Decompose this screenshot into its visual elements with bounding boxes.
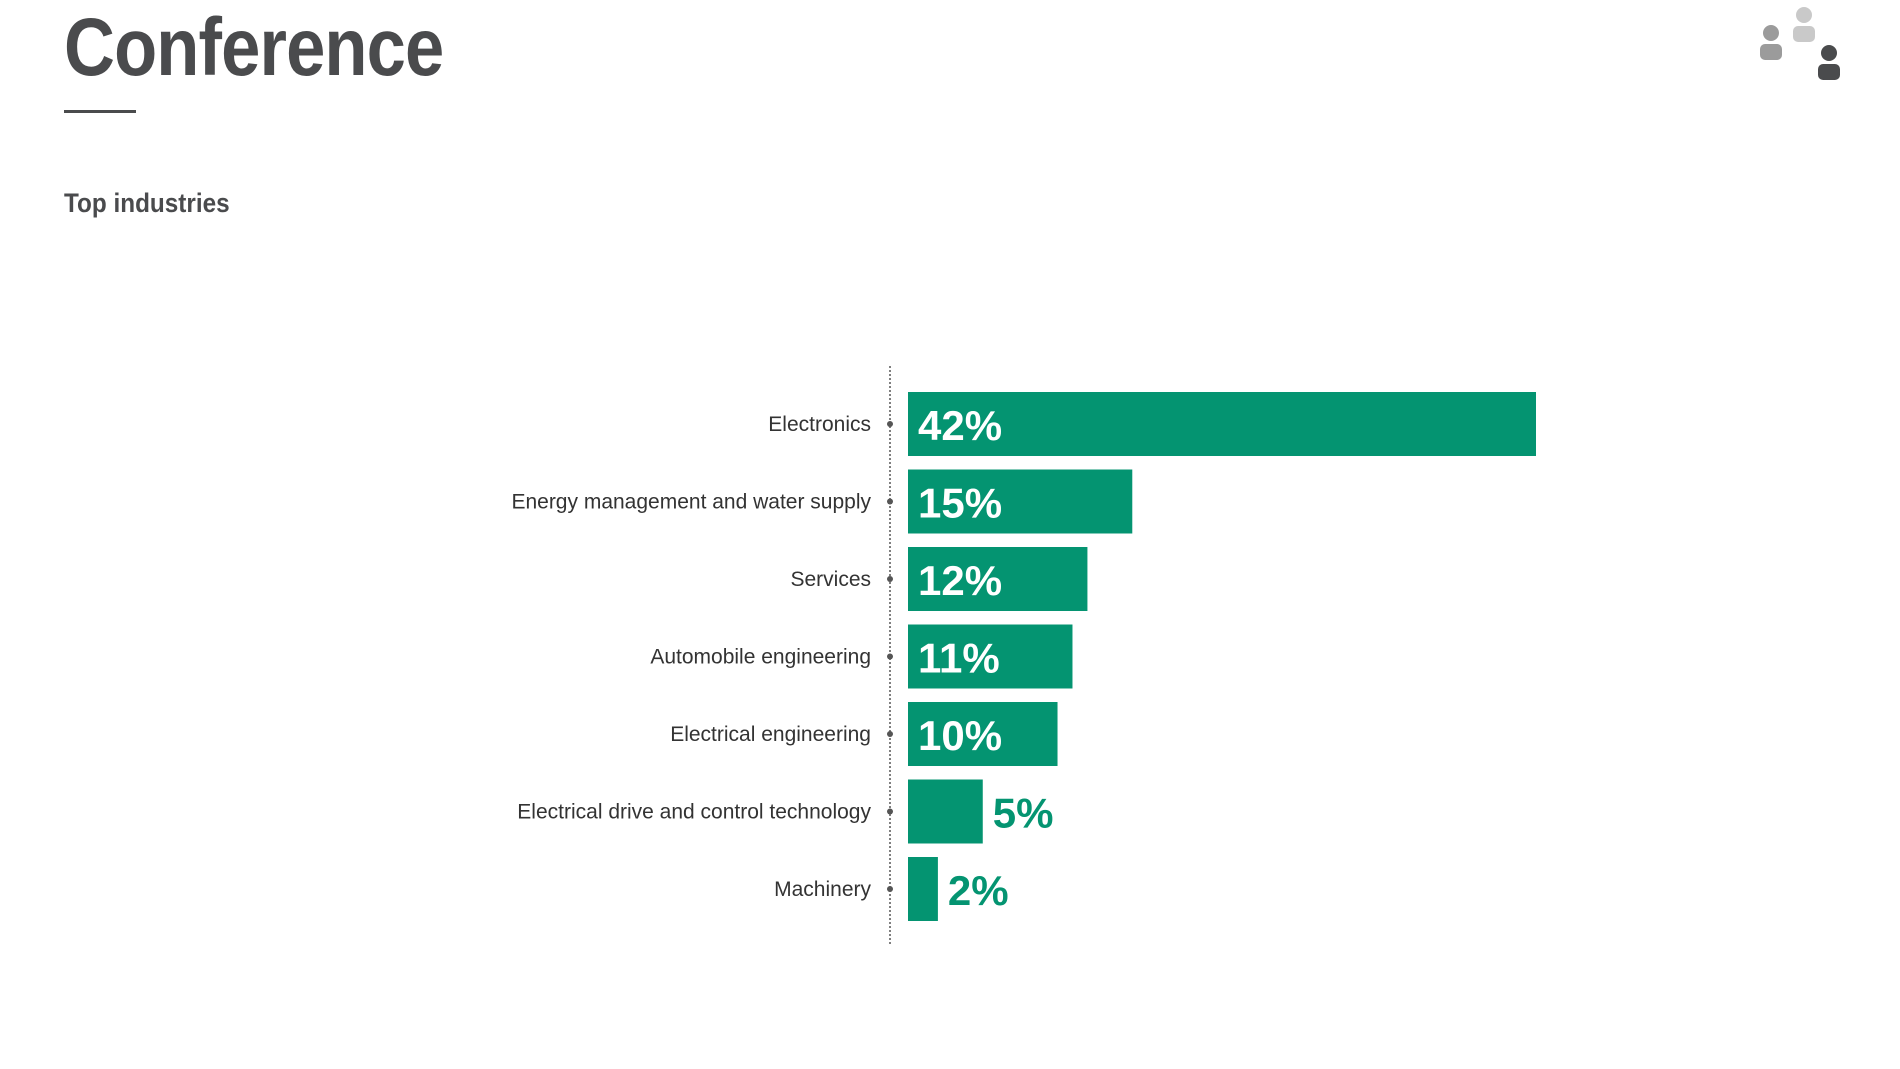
data-label: 15% (918, 480, 1002, 527)
data-label: 11% (918, 635, 1000, 682)
axis-tick (887, 808, 893, 815)
axis-tick (887, 731, 893, 737)
bar (908, 624, 1073, 689)
category-label: Energy management and water supply (511, 491, 871, 514)
chart-title: Top industries (64, 188, 230, 218)
data-label: 12% (918, 557, 1002, 604)
bar (908, 779, 983, 844)
category-label: Automobile engineering (650, 646, 871, 669)
axis-tick (887, 421, 893, 427)
axis-tick (887, 886, 893, 892)
category-label: Electrical engineering (670, 723, 871, 746)
axis-tick (887, 653, 893, 660)
people-group-icon (1760, 7, 1840, 80)
bar (908, 469, 1133, 534)
category-label: Electronics (768, 413, 871, 436)
data-label: 10% (918, 712, 1002, 759)
axis-tick (887, 498, 893, 505)
category-label: Electrical drive and control technology (517, 801, 871, 824)
data-label: 42% (918, 402, 1002, 449)
bar (908, 392, 1536, 456)
category-label: Services (790, 568, 871, 591)
data-label: 5% (993, 790, 1054, 837)
bar (908, 702, 1058, 766)
category-label: Machinery (774, 878, 871, 901)
bar (908, 857, 938, 921)
page-title: Conference (64, 2, 444, 93)
title-underline (64, 110, 136, 113)
bar (908, 547, 1088, 611)
data-label: 2% (948, 867, 1009, 914)
axis-tick (887, 576, 893, 582)
